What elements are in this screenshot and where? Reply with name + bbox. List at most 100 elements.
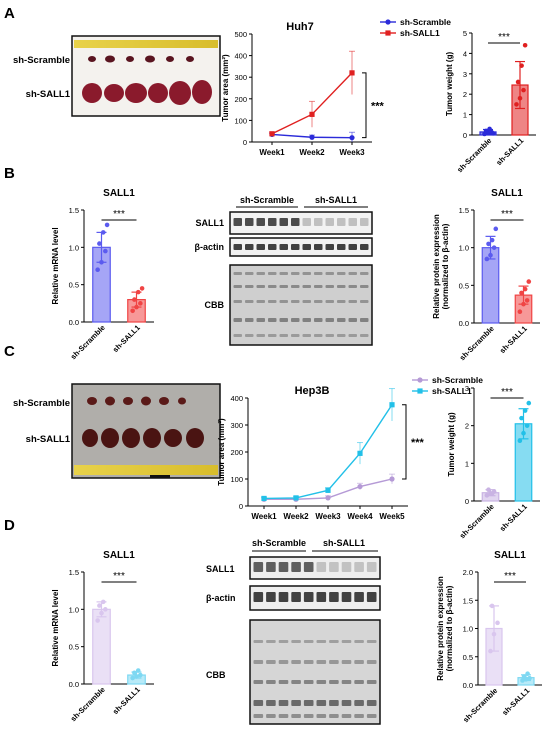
chart-C-bar-point-1-3 [519, 415, 524, 421]
blotD-band-0-8 [354, 562, 364, 572]
chart-A-bar-ytick-label-0: 0 [463, 131, 467, 140]
chart-B-bar1-point-0-1 [99, 259, 104, 265]
blotB-band-5-3 [268, 318, 277, 322]
blotB-band-6-0 [233, 334, 242, 337]
blotD-band-0-7 [341, 562, 352, 572]
chart-C-bar-ytick-label-2: 2 [465, 422, 469, 431]
chart-C-line-ylabel: Tumor area (mm²) [217, 418, 226, 486]
chart-B-bar2-ytick-label-1: 0.5 [459, 281, 469, 290]
blotB-band-1-9 [337, 244, 346, 250]
blotD-band-6-0 [253, 714, 264, 718]
chart-D-bar1-point-1-4 [135, 668, 141, 673]
chart-B-bar1-point-1-0 [130, 308, 135, 314]
blotD-band-4-4 [303, 680, 314, 684]
chart-A-line-series-point-0-1 [309, 134, 315, 140]
chart-A-bar-point-0-3 [483, 128, 489, 134]
blotB-band-6-4 [279, 334, 288, 337]
blotD-band-3-5 [316, 660, 327, 664]
blotB-band-1-7 [314, 244, 323, 250]
chart-C-bar-point-1-5 [526, 400, 532, 406]
chart-A-bar-sig-label: *** [498, 32, 510, 43]
chart-C-line-title: Hep3B [295, 385, 330, 397]
chart-A-bar-point-1-0 [514, 102, 519, 107]
chart-C-bar-xcat-1: sh-SALL1 [498, 502, 529, 533]
blotB-band-2-3 [268, 272, 277, 275]
blotD-band-4-3 [291, 680, 301, 684]
chart-C-bar-ytick-label-1: 1 [465, 459, 469, 468]
chart-A-line-ylabel: Tumor area (mm²) [221, 54, 230, 122]
chart-B-bar1-point-1-2 [138, 301, 143, 306]
blot-b-group-scramble: sh-Scramble [240, 195, 294, 205]
chart-B-bar2-point-0-5 [493, 226, 499, 232]
chart-B-bar2-point-1-0 [517, 309, 523, 315]
panel-letter-c: C [4, 343, 15, 360]
chart-C-line-ytick-label-2: 200 [230, 448, 243, 457]
chart-C-bar-sig-label: *** [501, 387, 513, 398]
chart-B-bar2-ylabel-line1: Relative protein expression [432, 214, 441, 319]
chart-B-bar1-ytick-label-2: 1.0 [69, 243, 79, 252]
blotD-band-6-3 [291, 714, 301, 718]
blotD-band-5-6 [329, 700, 339, 706]
chart-C-line-series-point-1-1 [293, 495, 299, 501]
blotB-band-5-8 [325, 318, 334, 322]
chart-A-line-ytick-label-5: 500 [234, 30, 247, 39]
chart-D-bar1-xcat-0: sh-Scramble [69, 685, 107, 723]
blot-b-row-cbb: CBB [205, 300, 225, 310]
blotD-band-5-2 [278, 700, 289, 706]
chart-B-bar1-point-0-4 [100, 230, 106, 235]
chart-A-bar-ytick-label-1: 1 [463, 111, 467, 120]
chart-C-line-ytick-label-4: 400 [230, 394, 243, 403]
chart-A-bar-ytick-label-4: 4 [463, 49, 467, 58]
chart-D-bar1-point-0-4 [100, 599, 106, 605]
chart-C-line-ytick-label-1: 100 [230, 475, 243, 484]
chart-C-line-xtick-label-0: Week1 [251, 512, 277, 521]
blotB-band-4-10 [348, 300, 357, 303]
chart-B-bar1-point-0-5 [104, 222, 110, 228]
chart-D-bar1-point-0-0 [95, 618, 100, 623]
chart-C-bar-point-0-4 [489, 491, 495, 496]
chart-D-bar1-ylabel: Relative mRNA level [51, 589, 60, 666]
blotB-band-3-5 [291, 285, 300, 288]
chart-D-bar1-ytick-label-1: 0.5 [69, 643, 79, 652]
blotD-band-0-3 [291, 562, 301, 572]
blotB-band-3-4 [279, 285, 288, 288]
blotB-band-0-8 [325, 218, 334, 226]
blotD-band-1-4 [303, 592, 314, 602]
blotB-band-0-3 [268, 218, 277, 226]
blotB-band-5-6 [302, 318, 311, 322]
chart-B-bar1-sig-label: *** [113, 209, 125, 220]
chart-A-bar-ytick-label-2: 2 [463, 90, 467, 99]
chart-B-bar2-ytick-label-2: 1.0 [459, 244, 469, 253]
blotD-band-0-9 [366, 562, 377, 572]
blotD-band-4-8 [354, 680, 364, 684]
blotD-band-5-5 [316, 700, 327, 706]
chart-D-bar1-point-1-0 [130, 675, 135, 681]
chart-B-bar1-point-1-1 [134, 304, 139, 310]
chart-B-bar1-ylabel: Relative mRNA level [51, 227, 60, 304]
blot-b-row-actin: β-actin [195, 242, 225, 252]
chart-C-line-sig-bracket [402, 404, 407, 480]
blotD-band-3-0 [253, 660, 264, 664]
western-blot-d [249, 550, 381, 725]
blotB-band-1-6 [302, 244, 311, 250]
chart-D-bar2-point-1-0 [520, 678, 525, 683]
chart-B-bar2-point-1-4 [522, 286, 528, 292]
chart-D-bar2-ytick-label-2: 1.0 [463, 625, 473, 634]
blotD-band-1-7 [341, 592, 352, 602]
blotD-band-5-1 [266, 700, 276, 706]
blotD-band-1-0 [253, 592, 264, 602]
blotB-band-3-1 [245, 285, 254, 288]
chart-D-bar2-ytick-label-4: 2.0 [463, 568, 473, 577]
chart-B-bar1-point-0-0 [95, 267, 100, 273]
blotB-band-3-6 [302, 285, 311, 288]
blotD-band-2-4 [303, 640, 314, 643]
chart-B-bar1-ytick-label-0: 0.0 [69, 318, 79, 327]
chart-A-bar-ylabel: Tumor weight (g) [445, 52, 454, 117]
blotB-band-5-9 [337, 318, 346, 322]
blotD-band-4-2 [278, 680, 289, 684]
blotB-band-2-5 [291, 272, 300, 275]
blotD-band-0-5 [316, 562, 327, 572]
blotD-band-2-3 [291, 640, 301, 643]
chart-C-line-series-point-0-3 [357, 483, 363, 490]
